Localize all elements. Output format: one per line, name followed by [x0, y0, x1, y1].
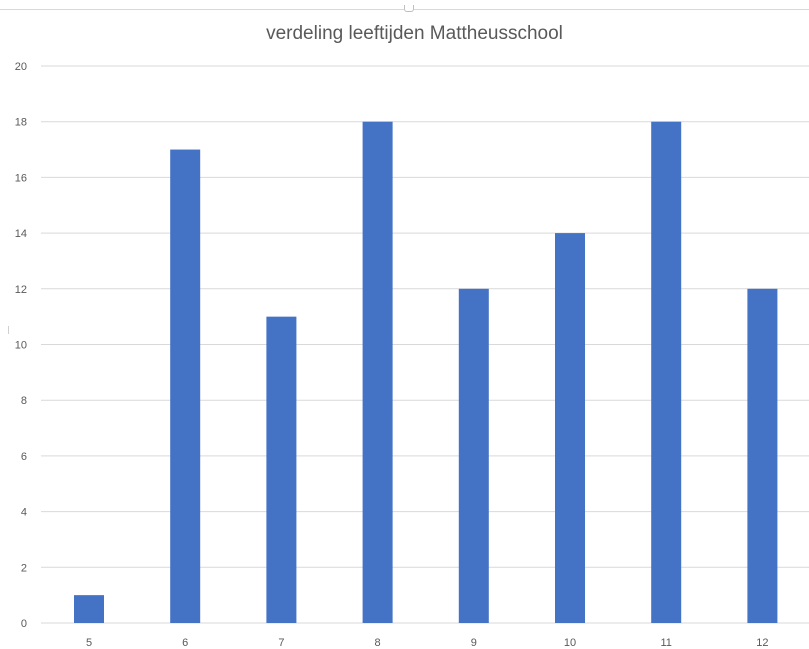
y-tick-label: 20: [15, 61, 27, 73]
resize-handle-icon[interactable]: [404, 5, 414, 12]
bar-10[interactable]: [555, 233, 585, 623]
y-tick-label: 8: [21, 395, 27, 407]
bar-5[interactable]: [74, 595, 104, 623]
bar-12[interactable]: [747, 288, 778, 623]
bar-series: [74, 121, 778, 624]
x-tick-label: 7: [278, 637, 284, 649]
x-tick-label: 12: [756, 637, 768, 649]
y-tick-label: 4: [21, 507, 27, 519]
y-tick-label: 18: [15, 117, 27, 129]
chart-frame-left-marker: [8, 326, 9, 334]
chart-title: verdeling leeftijden Mattheusschool: [266, 23, 563, 44]
bar-6[interactable]: [170, 149, 201, 624]
bar-11[interactable]: [651, 121, 682, 623]
y-tick-label: 12: [15, 284, 27, 296]
y-tick-label: 16: [15, 172, 27, 184]
x-tick-label: 10: [564, 637, 576, 649]
y-tick-label: 0: [21, 618, 27, 630]
x-axis-tick-labels: 5 6 7 8 9 10 11 12: [86, 637, 769, 649]
x-tick-label: 5: [86, 637, 92, 649]
bar-9[interactable]: [458, 288, 489, 623]
x-tick-label: 6: [182, 637, 188, 649]
y-tick-label: 10: [15, 340, 27, 352]
y-tick-label: 14: [15, 228, 27, 240]
y-tick-label: 6: [21, 451, 27, 463]
bar-8[interactable]: [362, 121, 393, 623]
y-tick-label: 2: [21, 562, 27, 574]
x-tick-label: 11: [660, 637, 671, 649]
x-tick-label: 8: [375, 637, 381, 649]
gridlines: [41, 65, 809, 624]
bar-7[interactable]: [266, 316, 297, 623]
x-tick-label: 9: [471, 637, 477, 649]
y-axis-tick-labels: 0 2 4 6 8 10 12 14 16 18 20: [15, 61, 27, 630]
